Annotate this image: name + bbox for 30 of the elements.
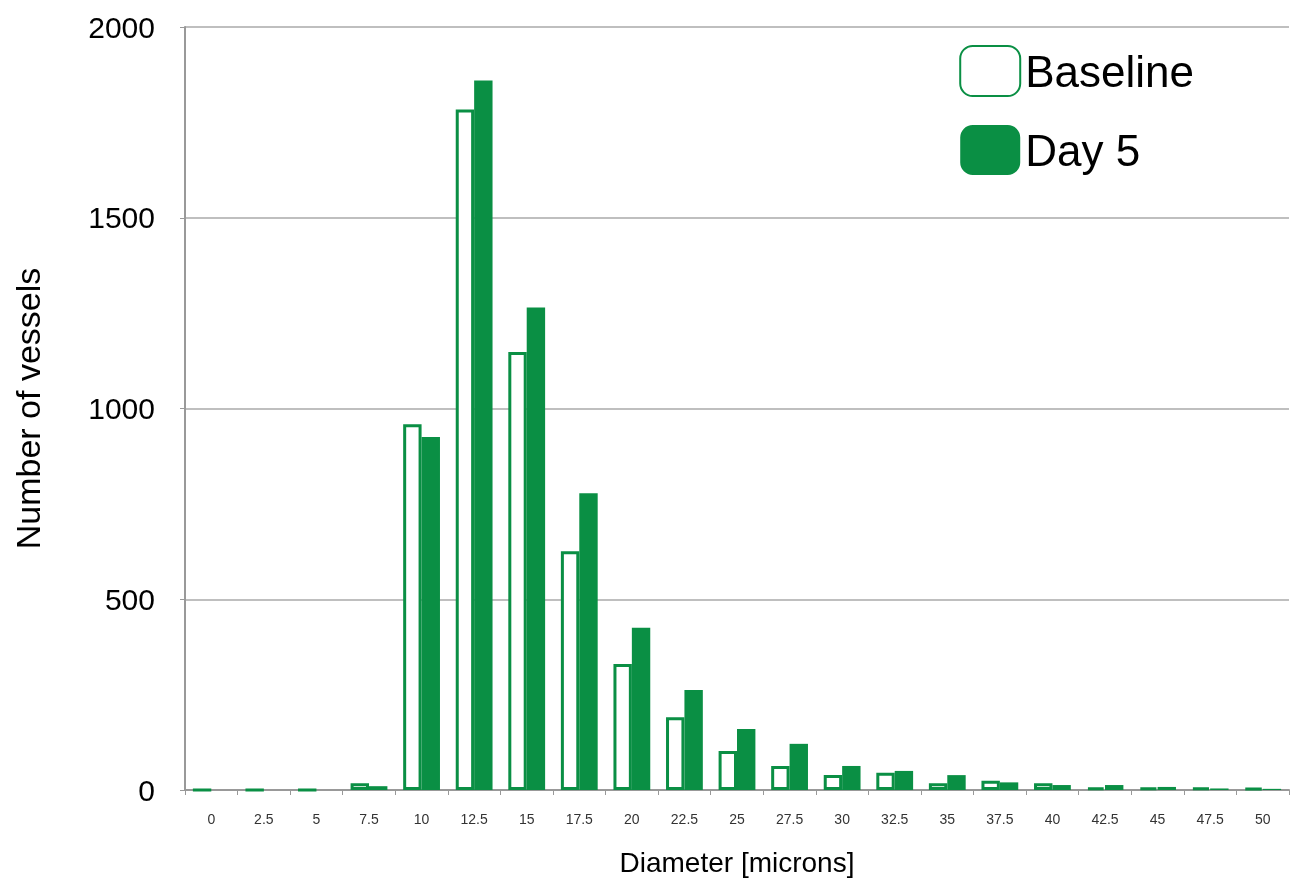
x-tick-label: 37.5 <box>986 811 1014 827</box>
x-tick-label: 42.5 <box>1091 811 1119 827</box>
x-tick-label: 40 <box>1044 811 1061 827</box>
x-tick-label: 15 <box>518 811 535 827</box>
bar <box>1157 786 1176 790</box>
legend-label: Baseline <box>1025 46 1194 96</box>
x-tick-label: 2.5 <box>254 811 274 827</box>
x-tick-label: 30 <box>834 811 851 827</box>
x-tick-label: 20 <box>624 811 640 827</box>
x-tick-label: 22.5 <box>670 811 699 827</box>
x-tick-label: 32.5 <box>881 811 909 827</box>
x-tick-label: 5 <box>312 811 321 827</box>
x-tick-label: 0 <box>207 811 216 827</box>
x-tick-label: 25 <box>729 811 745 827</box>
x-tick-label: 17.5 <box>565 811 594 827</box>
y-tick-label: 1000 <box>88 392 155 425</box>
x-tick-label: 45 <box>1149 811 1166 827</box>
x-tick-label: 35 <box>939 811 956 827</box>
x-tick-label: 10 <box>413 811 430 827</box>
y-tick-label: 500 <box>104 582 155 616</box>
y-axis-title: Number of vessels <box>9 267 47 550</box>
legend-label: Day 5 <box>1025 125 1141 175</box>
x-tick-label: 7.5 <box>359 811 379 827</box>
x-tick-label: 27.5 <box>775 811 804 827</box>
x-axis-title: Diameter [microns] <box>619 846 855 878</box>
x-tick-label: 47.5 <box>1196 811 1224 827</box>
x-tick-label: 50 <box>1254 811 1271 827</box>
y-tick-label: 1500 <box>88 201 155 235</box>
x-tick-label: 12.5 <box>460 811 488 827</box>
y-tick-label: 2000 <box>88 10 155 44</box>
